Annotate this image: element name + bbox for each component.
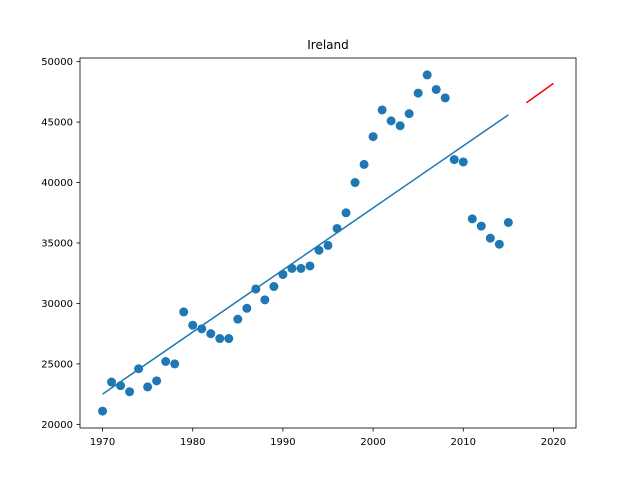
data-point: [152, 376, 162, 386]
data-point: [458, 157, 468, 167]
data-point: [179, 307, 189, 317]
data-point: [368, 132, 378, 142]
data-point: [125, 387, 135, 397]
data-point: [296, 263, 306, 273]
data-point: [107, 377, 117, 387]
chart-title: Ireland: [307, 38, 349, 52]
data-point: [359, 159, 369, 169]
x-tick-label: 1970: [90, 437, 115, 448]
data-point: [224, 334, 234, 344]
data-point: [494, 239, 504, 249]
data-point: [440, 93, 450, 103]
data-point: [413, 88, 423, 98]
trend-line: [102, 114, 509, 395]
data-point: [503, 217, 513, 227]
data-point: [233, 314, 243, 324]
data-point: [260, 295, 270, 305]
data-point: [161, 356, 171, 366]
x-tick-label: 1980: [180, 437, 205, 448]
data-point: [242, 303, 252, 313]
data-point: [449, 155, 459, 165]
data-point: [98, 406, 108, 416]
data-point: [386, 116, 396, 126]
y-tick-label: 40000: [41, 178, 73, 189]
data-point: [422, 70, 432, 80]
data-point: [314, 245, 324, 255]
y-tick-label: 20000: [41, 420, 73, 431]
x-tick-label: 2020: [541, 437, 566, 448]
data-point: [188, 320, 198, 330]
data-point: [269, 282, 279, 292]
data-point: [431, 84, 441, 94]
data-point: [143, 382, 153, 392]
data-point: [323, 240, 333, 250]
data-point: [170, 359, 180, 369]
data-point: [404, 109, 414, 119]
data-point: [341, 208, 351, 218]
data-point: [215, 334, 225, 344]
data-point: [332, 223, 342, 233]
data-point: [305, 261, 315, 271]
y-tick-label: 50000: [41, 57, 73, 68]
y-tick-label: 45000: [41, 118, 73, 129]
data-point: [377, 105, 387, 115]
y-tick-label: 35000: [41, 239, 73, 250]
y-tick-label: 30000: [41, 299, 73, 310]
data-point: [206, 329, 216, 339]
data-point: [467, 214, 477, 224]
x-tick-label: 2000: [360, 437, 385, 448]
x-tick-label: 2010: [451, 437, 476, 448]
data-point: [476, 221, 486, 231]
data-point: [350, 178, 360, 188]
y-tick-label: 25000: [41, 360, 73, 371]
x-tick-label: 1990: [270, 437, 295, 448]
data-point: [395, 121, 405, 131]
data-point: [485, 233, 495, 243]
forecast-line: [525, 82, 554, 104]
